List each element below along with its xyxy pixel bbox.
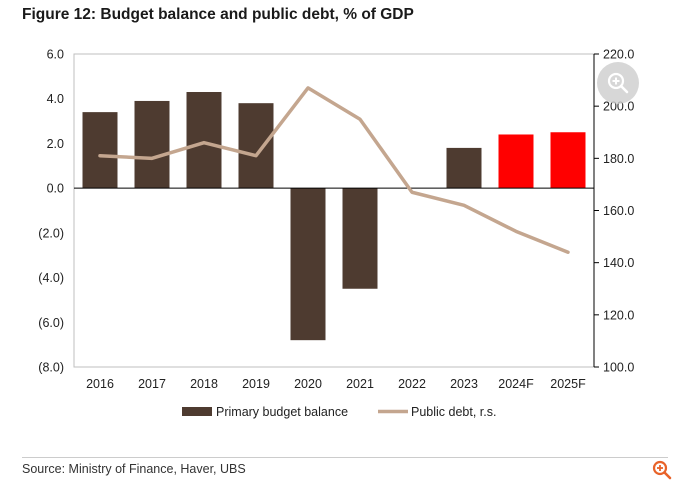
debt-point-2018 (202, 141, 206, 144)
bar-2018 (186, 92, 222, 189)
chart-title: Figure 12: Budget balance and public deb… (22, 6, 414, 23)
chart: 6.0 4.0 2.0 0.0 (2.0) (4.0) (6.0) (8.0) 220.0 20… (38, 48, 634, 420)
left-tick-label: 4.0 (47, 92, 64, 106)
source-note: Source: Ministry of Finance, Haver, UBS (22, 462, 246, 476)
bar-series (82, 92, 586, 341)
zoom-button[interactable] (597, 62, 639, 104)
debt-point-2024f (514, 230, 518, 233)
legend: Primary budget balance Public debt, r.s. (182, 405, 496, 419)
x-tick-label: 2020 (294, 377, 322, 391)
debt-point-2019 (254, 154, 258, 157)
left-axis-labels: 6.0 4.0 2.0 0.0 (2.0) (4.0) (6.0) (8.0) (38, 48, 64, 375)
debt-line (98, 86, 570, 254)
x-tick-label: 2021 (346, 377, 374, 391)
bar-2019 (238, 103, 274, 189)
right-tick-label: 100.0 (603, 361, 634, 375)
x-axis-labels: 2016 2017 2018 2019 2020 2021 2022 2023 2024F 202… (86, 377, 586, 391)
x-tick-label: 2017 (138, 377, 166, 391)
bar-2021 (342, 188, 378, 289)
magnify-icon[interactable] (651, 459, 673, 481)
bar-2023 (446, 147, 482, 189)
debt-point-2023 (462, 204, 466, 207)
x-tick-label: 2019 (242, 377, 270, 391)
right-tick-label: 120.0 (603, 308, 634, 322)
debt-point-2021 (358, 118, 362, 121)
x-tick-label: 2016 (86, 377, 114, 391)
bar-2020 (290, 188, 326, 341)
debt-point-2025f (566, 251, 570, 254)
left-tick-label: (8.0) (38, 361, 64, 375)
zoom-in-icon (607, 72, 629, 94)
right-tick-label: 200.0 (603, 100, 634, 114)
bar-2025f (550, 132, 586, 189)
x-tick-label: 2024F (498, 377, 534, 391)
bar-2016 (82, 112, 118, 189)
right-tick-label: 220.0 (603, 48, 634, 62)
right-tick-label: 180.0 (603, 152, 634, 166)
left-tick-label: (4.0) (38, 271, 64, 285)
legend-swatch-bar (182, 407, 212, 416)
x-tick-label: 2018 (190, 377, 218, 391)
right-tick-label: 160.0 (603, 204, 634, 218)
right-axis-ticks (594, 53, 599, 368)
x-tick-label: 2022 (398, 377, 426, 391)
bar-2017 (134, 100, 170, 189)
left-tick-label: 6.0 (47, 48, 64, 62)
left-tick-label: (2.0) (38, 226, 64, 240)
right-tick-label: 140.0 (603, 256, 634, 270)
debt-point-2017 (150, 157, 154, 160)
right-axis-labels: 220.0 200.0 180.0 160.0 140.0 120.0 100.0 (603, 48, 634, 375)
x-tick-label: 2025F (550, 377, 586, 391)
bar-2024f (498, 134, 534, 189)
legend-label-line: Public debt, r.s. (411, 405, 496, 419)
debt-point-2016 (98, 154, 102, 157)
debt-point-2022 (410, 191, 414, 194)
left-tick-label: 2.0 (47, 137, 64, 151)
x-tick-label: 2023 (450, 377, 478, 391)
debt-point-2020 (306, 86, 310, 90)
source-divider (22, 457, 668, 458)
left-tick-label: (6.0) (38, 316, 64, 330)
left-tick-label: 0.0 (47, 182, 64, 196)
legend-label-bar: Primary budget balance (216, 405, 348, 419)
